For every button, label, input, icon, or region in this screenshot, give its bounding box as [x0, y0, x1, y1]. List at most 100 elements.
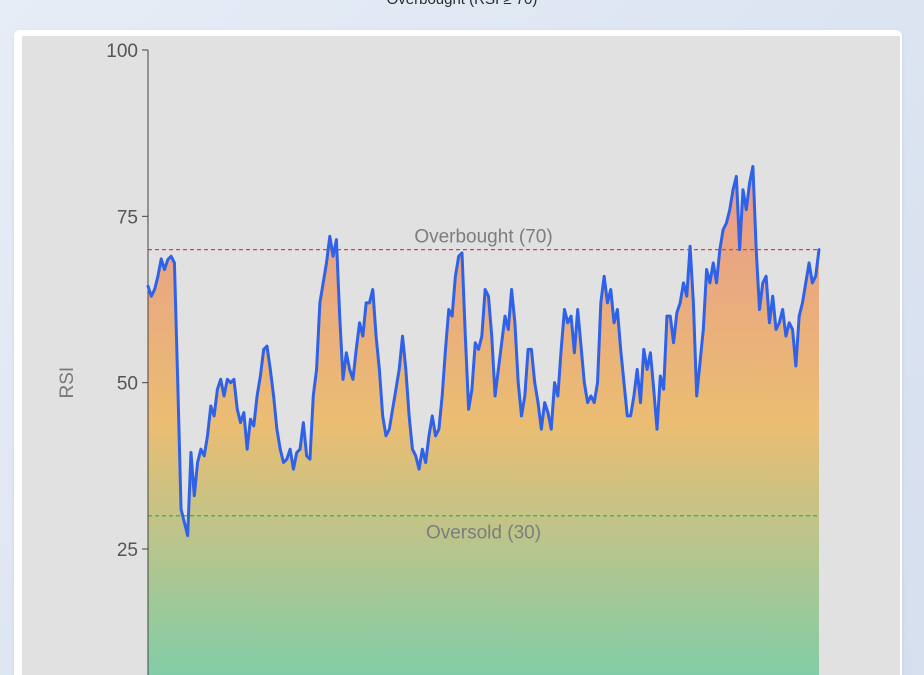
rsi-data-point: [381, 414, 384, 418]
rsi-data-point: [616, 308, 619, 311]
rsi-data-point: [364, 301, 368, 305]
rsi-data-point: [672, 341, 675, 344]
rsi-data-point: [186, 534, 189, 537]
rsi-data-point: [173, 261, 176, 265]
rsi-data-point: [712, 261, 715, 265]
rsi-data-point: [619, 348, 622, 351]
rsi-data-point: [374, 334, 378, 338]
rsi-data-point: [678, 301, 682, 305]
rsi-data-point: [718, 248, 722, 251]
rsi-data-point: [550, 428, 553, 431]
rsi-data-point: [325, 261, 328, 265]
rsi-data-point: [728, 208, 731, 211]
rsi-data-point: [358, 321, 361, 324]
y-tick-label: 100: [106, 41, 138, 62]
rsi-data-point: [212, 414, 216, 418]
rsi-data-point: [755, 248, 758, 251]
rsi-data-point: [338, 314, 341, 318]
rsi-data-point: [331, 255, 335, 258]
rsi-data-point: [265, 344, 269, 348]
rsi-data-point: [232, 378, 236, 381]
rsi-data-point: [272, 394, 275, 398]
rsi-data-point: [345, 351, 348, 354]
rsi-data-point: [229, 381, 232, 384]
rsi-data-point: [526, 348, 530, 351]
rsi-data-point: [533, 381, 536, 384]
rsi-data-point: [665, 314, 669, 318]
rsi-data-point: [715, 281, 718, 285]
rsi-data-point: [398, 368, 401, 371]
rsi-data-point: [685, 294, 688, 298]
rsi-data-point: [391, 408, 394, 411]
rsi-data-point: [199, 448, 203, 451]
rsi-data-point: [477, 348, 480, 351]
rsi-data-point: [523, 394, 527, 398]
rsi-data-point: [378, 368, 381, 371]
rsi-data-point: [507, 328, 510, 331]
rsi-data-point: [242, 411, 246, 414]
rsi-data-point: [249, 418, 252, 421]
rsi-data-point: [493, 394, 497, 398]
rsi-data-point: [447, 308, 450, 311]
rsi-data-point: [794, 364, 798, 368]
rsi-data-point: [153, 288, 156, 291]
rsi-data-point: [269, 368, 272, 371]
rsi-data-point: [636, 368, 639, 371]
rsi-data-point: [252, 424, 255, 428]
rsi-data-point: [146, 284, 150, 288]
y-tick-label: 50: [117, 374, 138, 395]
rsi-data-point: [791, 328, 794, 331]
rsi-data-point: [183, 521, 186, 524]
rsi-data-point: [556, 394, 560, 398]
rsi-data-point: [480, 334, 484, 338]
rsi-data-point: [384, 434, 388, 438]
rsi-data-point: [202, 454, 206, 458]
chart-caption: Overbought (RSI ≥ 70): [0, 0, 924, 8]
rsi-data-point: [355, 348, 358, 351]
rsi-data-point: [487, 294, 490, 298]
rsi-data-point: [388, 428, 391, 431]
oversold-label: Oversold (30): [426, 523, 541, 544]
rsi-data-point: [784, 334, 788, 338]
rsi-data-point: [520, 414, 523, 418]
rsi-data-point: [596, 381, 599, 384]
rsi-data-point: [609, 288, 612, 291]
rsi-data-point: [156, 275, 160, 278]
rsi-data-point: [470, 388, 474, 391]
rsi-data-point: [305, 454, 308, 458]
rsi-data-point: [748, 181, 751, 185]
rsi-data-point: [688, 245, 692, 248]
rsi-data-point: [738, 248, 741, 251]
rsi-data-point: [725, 221, 728, 225]
rsi-data-point: [642, 348, 646, 351]
rsi-data-point: [368, 301, 371, 305]
rsi-data-point: [450, 314, 454, 318]
rsi-data-point: [612, 321, 616, 324]
rsi-data-point: [497, 368, 500, 371]
rsi-data-point: [239, 421, 242, 424]
rsi-data-point: [285, 457, 289, 461]
rsi-data-point: [702, 328, 705, 331]
rsi-data-point: [236, 408, 239, 411]
rsi-data-point: [602, 275, 606, 278]
rsi-data-point: [745, 208, 748, 211]
rsi-data-point: [440, 394, 444, 398]
y-tick-label: 75: [117, 207, 138, 228]
rsi-data-point: [351, 378, 355, 381]
rsi-data-point: [483, 288, 487, 291]
rsi-data-point: [219, 378, 222, 381]
rsi-data-point: [771, 294, 774, 298]
rsi-data-point: [652, 388, 655, 391]
rsi-data-point: [731, 188, 735, 191]
rsi-data-point: [404, 368, 408, 371]
rsi-data-point: [460, 251, 464, 255]
rsi-data-point: [599, 301, 603, 305]
rsi-data-point: [209, 404, 212, 408]
rsi-data-point: [292, 467, 295, 471]
rsi-data-point: [315, 368, 318, 371]
rsi-data-point: [543, 401, 546, 404]
rsi-data-point: [262, 348, 265, 351]
rsi-data-point: [573, 351, 576, 354]
rsi-data-point: [298, 448, 302, 451]
overbought-label: Overbought (70): [414, 227, 552, 248]
